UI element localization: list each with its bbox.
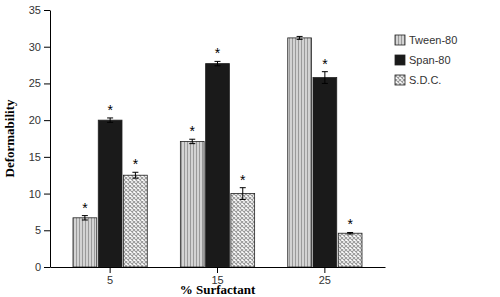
legend-swatch [395,75,405,85]
bar [180,141,204,267]
y-tick: 15 [29,151,50,163]
y-tick-mark [44,120,50,121]
x-tick: 5 [107,267,113,286]
bar [124,175,148,267]
bar [338,233,362,267]
x-tick-label: 25 [319,274,331,286]
annotation: * [190,123,196,139]
y-tick: 35 [29,4,50,16]
annotation: * [215,45,221,61]
y-tick-mark [44,157,50,158]
y-axis-title: Deformability [2,99,17,177]
annotation: * [107,102,113,118]
legend-swatch [395,35,405,45]
x-tick-mark [110,267,111,273]
error-cap [82,220,88,221]
error-line [192,139,193,143]
y-tick-label: 0 [35,261,41,273]
y-tick-label: 25 [29,77,41,89]
bar [313,78,337,267]
bar [206,64,230,267]
legend-label: Tween-80 [409,34,457,46]
y-tick-mark [44,267,50,268]
y-tick-label: 20 [29,114,41,126]
error-bar [215,61,221,65]
bars [73,36,362,267]
y-axis: 0 5 10 15 20 25 30 35 [29,4,51,273]
error-line [84,216,85,220]
y-tick-mark [44,230,50,231]
error-line [324,72,325,84]
y-tick-label: 35 [29,4,41,16]
error-bar [107,118,113,122]
y-tick-mark [44,83,50,84]
error-bar [82,216,88,220]
annotation: * [347,216,353,232]
y-tick: 25 [29,77,50,89]
error-cap [322,83,328,84]
error-bar [297,36,303,39]
annotations: * * * * * * * * [82,45,353,232]
error-cap [347,233,353,234]
y-tick-mark [44,10,50,11]
bar [288,38,312,267]
error-line [217,61,218,65]
x-axis-title: % Surfactant [180,282,256,297]
error-bar [322,72,328,84]
legend-label: Span-80 [409,54,451,66]
y-tick: 0 [35,261,50,273]
y-tick: 10 [29,188,50,200]
y-tick: 20 [29,114,50,126]
error-cap [297,39,303,40]
y-tick-label: 15 [29,151,41,163]
error-cap [189,143,195,144]
error-bar [347,232,353,233]
legend: Tween-80 Span-80 S.D.C. [395,34,457,86]
error-bar [132,172,138,178]
chart: 0510152025303551525********% SurfactantD… [0,0,500,297]
error-cap [107,122,113,123]
y-tick-label: 10 [29,188,41,200]
legend-swatch [395,55,405,65]
error-cap [297,36,303,37]
y-tick-mark [44,194,50,195]
y-tick-label: 5 [35,224,41,236]
y-tick-mark [44,47,50,48]
x-tick-label: 5 [107,274,113,286]
x-tick-mark [324,267,325,273]
error-cap [215,65,221,66]
bar [98,120,122,267]
y-tick: 30 [29,41,50,53]
error-line [110,118,111,122]
error-cap [132,178,138,179]
error-bar [189,139,195,143]
legend-label: S.D.C. [409,74,441,86]
bar [73,218,97,267]
bar [231,194,255,267]
annotation: * [240,172,246,188]
y-axis-line [50,11,51,268]
y-tick: 5 [35,224,50,236]
error-cap [240,199,246,200]
error-line [135,172,136,178]
x-tick: 25 [319,267,331,286]
plot: 0510152025303551525******** [29,4,386,286]
annotation: * [322,56,328,72]
y-tick-label: 30 [29,41,41,53]
error-line [242,188,243,200]
annotation: * [82,200,88,216]
error-bar [240,188,246,200]
annotation: * [133,156,139,172]
x-tick-mark [217,267,218,273]
